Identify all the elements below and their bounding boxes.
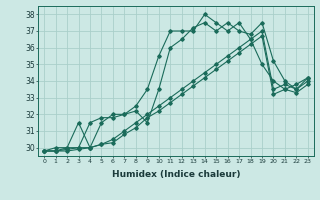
X-axis label: Humidex (Indice chaleur): Humidex (Indice chaleur) <box>112 170 240 179</box>
